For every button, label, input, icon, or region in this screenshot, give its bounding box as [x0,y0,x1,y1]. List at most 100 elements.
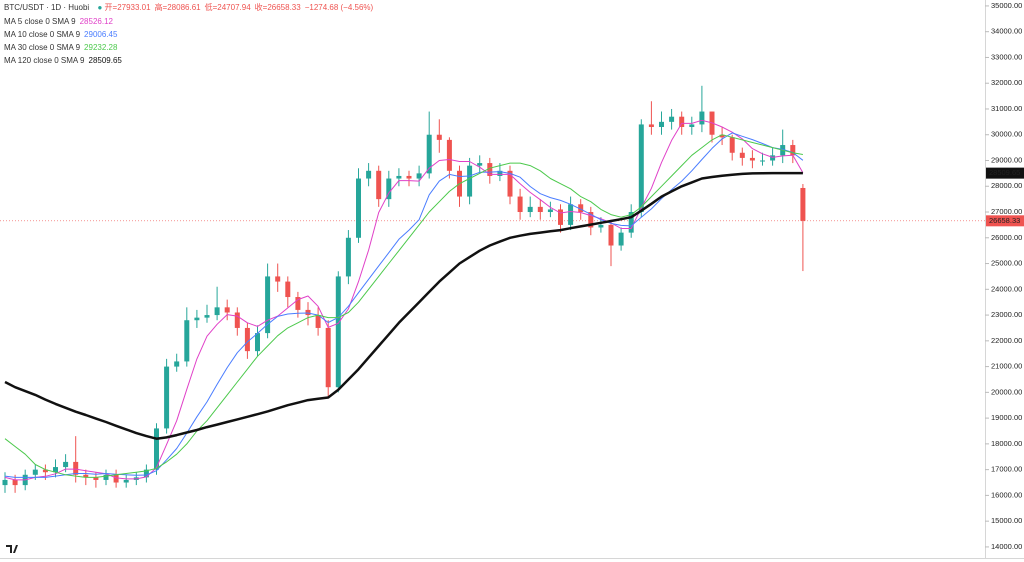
candle-body [194,317,200,321]
legend-name: MA 10 close 0 SMA 9 [4,30,81,39]
candle-body [295,297,301,310]
candle-body [53,467,58,473]
candle-body [659,121,664,128]
candle-body [568,204,574,225]
candle-body [386,178,392,200]
y-tick-label: 22000.00 [991,336,1022,345]
candle-body [356,178,361,238]
candle-body [527,206,533,213]
ma-line [4,119,804,481]
plot-area [0,85,985,493]
candle-body [32,469,38,475]
candle-body [598,224,604,228]
candle-body [63,461,69,468]
candle-body [790,145,796,156]
price-badge-label: 28509.65 [989,168,1020,177]
y-tick-label: 30000.00 [991,130,1022,139]
candle-body [436,134,442,140]
y-tick-label: 15000.00 [991,516,1022,525]
candle-body [366,170,372,179]
candle-body [679,116,685,128]
y-tick-label: 26000.00 [991,233,1022,242]
ohlc-label: 高= [155,2,168,12]
candle-body [234,312,240,328]
price-badge [986,167,1024,179]
y-tick-label: 33000.00 [991,52,1022,61]
tradingview-logo [6,545,18,553]
legend-name: MA 120 close 0 SMA 9 [4,56,85,65]
candle-body [729,137,735,153]
y-tick-label: 20000.00 [991,387,1022,396]
candle-body [12,479,18,486]
ohlc-value: 26658.33 [267,3,301,12]
candle-body [42,469,48,473]
candle-body [174,361,180,367]
candle-body [275,276,281,282]
candle-body [628,212,634,233]
candle-body [497,170,503,176]
candle-body [83,474,89,478]
candle-body [396,175,402,179]
y-tick-label: 29000.00 [991,155,1022,164]
candle-body [648,124,654,128]
candle-body [446,139,452,171]
candle-body [760,160,765,162]
candle-body [558,209,563,225]
candle-body [265,276,271,334]
ohlc-value: 27933.01 [117,3,151,12]
candle-body [608,224,614,246]
logo-mark [6,545,18,553]
legend-entry: MA 120 close 0 SMA 9 28509.65 [4,56,122,65]
legend-name: MA 5 close 0 SMA 9 [4,17,76,26]
candle-body [214,307,220,316]
ohlc-label: 收= [255,2,268,12]
price-badge-label: 26658.33 [989,216,1020,225]
ohlc-value: 24707.94 [217,3,251,12]
candle-body [376,170,382,200]
candle-body [325,327,331,388]
candle-body [477,163,483,166]
ohlc-value: 28086.61 [167,3,201,12]
candle-body [517,196,523,213]
legend-entry: MA 10 close 0 SMA 9 29006.45 [4,30,118,39]
legend-value: 28526.12 [80,17,114,26]
y-tick-label: 27000.00 [991,207,1022,216]
candle-body [73,461,79,475]
candle-body [739,152,745,158]
y-tick-label: 14000.00 [991,542,1022,551]
chart-title: BTC/USDT · 1D · Huobi [4,3,89,12]
legend: BTC/USDT · 1D · Huobi ● 开=27933.01 高=2808… [4,2,374,65]
candle-body [467,165,473,197]
y-tick-label: 32000.00 [991,78,1022,87]
candle-body [143,469,149,478]
y-tick-label: 16000.00 [991,490,1022,499]
y-tick-label: 24000.00 [991,284,1022,293]
candle-body [537,206,543,213]
candle-body [224,307,230,313]
y-tick-label: 31000.00 [991,104,1022,113]
candle-body [719,134,725,138]
y-tick-label: 28000.00 [991,181,1022,190]
candle-body [588,212,594,228]
candle-body [184,320,190,362]
price-badge [986,215,1024,227]
candle-body [103,474,109,480]
ohlc-label: 开= [105,3,118,12]
candle-body [749,157,755,161]
header: BTC/USDT · 1D · Huobi ● 开=27933.01 高=2808… [4,2,374,12]
candle-body [638,124,644,213]
candle-body [113,474,119,483]
candle-body [689,124,695,128]
candle-body [164,366,170,429]
y-tick-label: 17000.00 [991,465,1022,474]
status-dot: ● [97,3,102,12]
candle-body [547,209,553,213]
candle-body [93,477,99,480]
y-tick-label: 34000.00 [991,27,1022,36]
ohlc: 开=27933.01 高=28086.61 低=24707.94 收=26658.33… [105,2,374,12]
candle-body [305,309,311,316]
y-tick-label: 25000.00 [991,259,1022,268]
legend-entry: MA 5 close 0 SMA 9 28526.12 [4,17,114,26]
